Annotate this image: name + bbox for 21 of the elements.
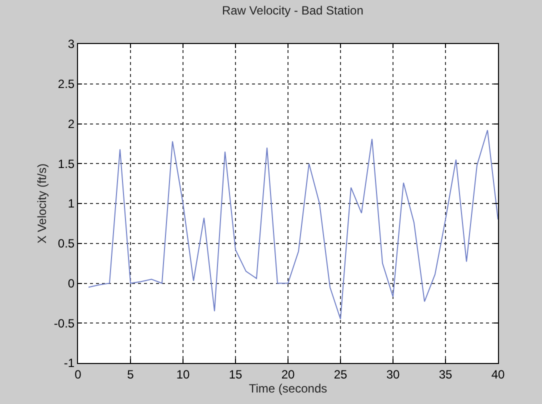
x-tick-label: 25 bbox=[334, 367, 348, 382]
x-tick-label: 30 bbox=[386, 367, 400, 382]
chart-title: Raw Velocity - Bad Station bbox=[222, 3, 364, 18]
y-tick-label: 2.5 bbox=[58, 77, 75, 92]
x-tick-label: 20 bbox=[281, 367, 295, 382]
x-tick-label: 40 bbox=[491, 367, 505, 382]
y-axis-title: X Velocity (ft/s) bbox=[35, 163, 50, 244]
x-tick-label: 5 bbox=[127, 367, 134, 382]
x-tick-label: 10 bbox=[176, 367, 190, 382]
x-axis-title: Time (seconds bbox=[248, 381, 328, 396]
y-tick-label: 1 bbox=[68, 196, 75, 211]
x-tick-label: 35 bbox=[438, 367, 452, 382]
y-tick-label: 1.5 bbox=[58, 156, 75, 171]
y-tick-label: 0 bbox=[68, 276, 75, 290]
y-tick-label: -0.5 bbox=[54, 316, 75, 330]
y-tick-label: 3 bbox=[68, 37, 75, 52]
y-tick-label: 0.5 bbox=[58, 236, 75, 251]
y-tick-label: 2 bbox=[68, 116, 75, 131]
y-tick-label: -1 bbox=[64, 356, 75, 370]
line-series bbox=[88, 130, 498, 320]
x-tick-label: 15 bbox=[228, 367, 242, 382]
